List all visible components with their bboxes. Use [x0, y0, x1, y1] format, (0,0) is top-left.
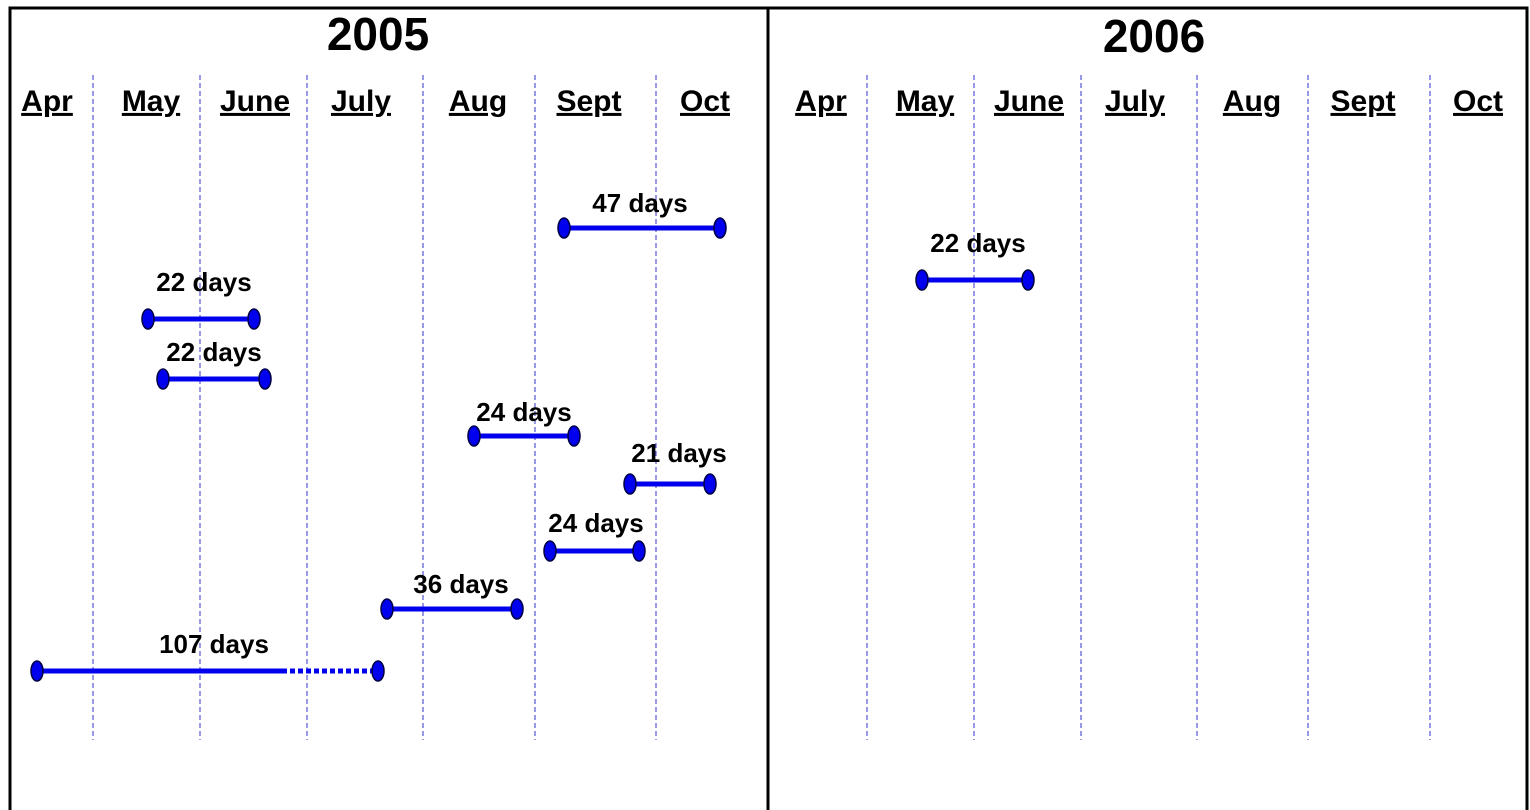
span-label: 47 days: [592, 188, 687, 218]
span-endpoint: [1021, 269, 1035, 291]
span-label: 22 days: [166, 337, 261, 367]
month-label: Aug: [1223, 85, 1281, 118]
span-endpoint: [713, 217, 727, 239]
month-label: Apr: [795, 85, 847, 118]
span-endpoint: [247, 308, 261, 330]
span-endpoint: [543, 540, 557, 562]
span-endpoint: [30, 660, 44, 682]
month-label: Sept: [556, 85, 621, 118]
month-label: June: [994, 85, 1064, 118]
span-label: 24 days: [548, 508, 643, 538]
span-endpoint: [141, 308, 155, 330]
span-endpoint: [623, 473, 637, 495]
span-endpoint: [510, 598, 524, 620]
span-label: 22 days: [156, 267, 251, 297]
month-label: July: [1105, 85, 1165, 118]
span-label: 22 days: [930, 228, 1025, 258]
span-endpoint: [371, 660, 385, 682]
month-label: Oct: [680, 85, 730, 118]
span-endpoint: [467, 425, 481, 447]
span-endpoint: [380, 598, 394, 620]
month-label: Oct: [1453, 85, 1503, 118]
year-title: 2006: [1103, 10, 1205, 62]
month-label: July: [331, 85, 391, 118]
span-label: 24 days: [476, 397, 571, 427]
span-label: 107 days: [159, 629, 269, 659]
span-label: 36 days: [413, 569, 508, 599]
month-label: May: [122, 85, 181, 118]
month-label: Apr: [21, 85, 73, 118]
span-endpoint: [915, 269, 929, 291]
month-label: Sept: [1330, 85, 1395, 118]
span-endpoint: [156, 368, 170, 390]
month-label: Aug: [449, 85, 507, 118]
month-label: May: [896, 85, 955, 118]
month-label: June: [220, 85, 290, 118]
span-endpoint: [258, 368, 272, 390]
span-endpoint: [557, 217, 571, 239]
span-endpoint: [703, 473, 717, 495]
year-title: 2005: [327, 8, 429, 60]
span-endpoint: [632, 540, 646, 562]
span-label: 21 days: [631, 438, 726, 468]
span-endpoint: [567, 425, 581, 447]
